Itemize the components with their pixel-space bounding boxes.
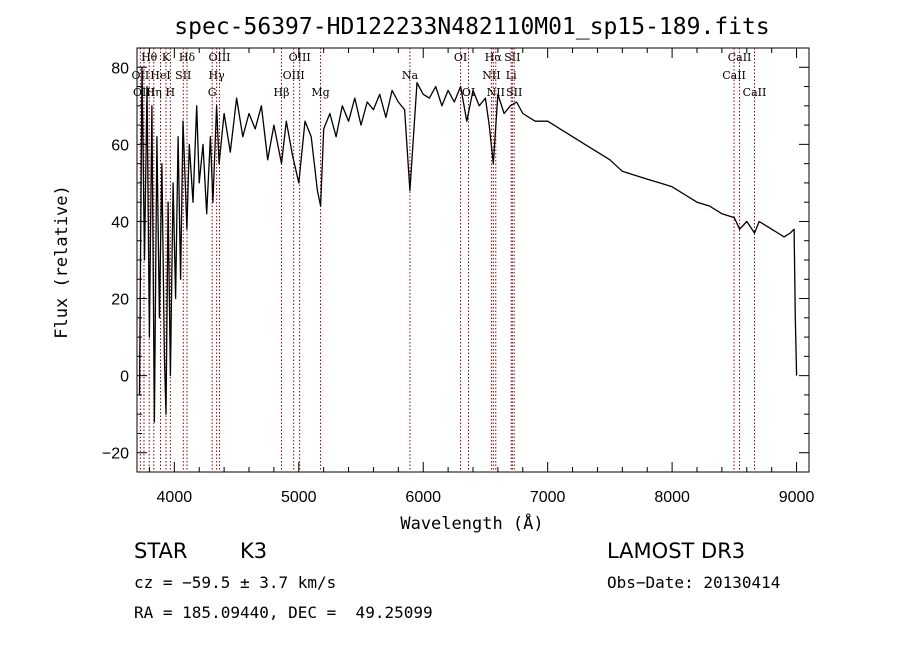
line-marker-label: Hβ bbox=[274, 86, 290, 99]
line-marker-label: OIII bbox=[283, 69, 305, 82]
x-tick-label: 7000 bbox=[530, 489, 566, 506]
line-marker-label: Na bbox=[402, 69, 419, 82]
survey-name: LAMOST DR3 bbox=[607, 539, 746, 563]
y-tick-label: 60 bbox=[111, 137, 129, 154]
x-tick-label: 5000 bbox=[281, 489, 317, 506]
axes: 4000 5000 6000 7000 8000 9000 −20 0 20 40 60 80 bbox=[102, 47, 815, 506]
redshift-info: cz = −59.5 ± 3.7 km/s bbox=[134, 573, 337, 592]
x-tick-label: 6000 bbox=[405, 489, 441, 506]
line-marker-label: Hγ bbox=[209, 69, 226, 82]
line-marker-label: OIII bbox=[289, 51, 311, 64]
line-marker-label: NII bbox=[487, 86, 505, 99]
line-marker-label: CaII bbox=[728, 51, 752, 64]
line-marker-label: H bbox=[166, 86, 176, 99]
line-marker-label: G bbox=[208, 86, 217, 99]
line-marker-label: OII bbox=[132, 69, 150, 82]
y-tick-label: −20 bbox=[102, 446, 129, 463]
y-tick-label: 40 bbox=[111, 214, 129, 231]
emission-line-markers: Hθ OII OIII K HeI Hη Hδ SII H OIII Hγ G OIII OIII Hβ Mg… bbox=[132, 48, 767, 472]
object-subclass: K3 bbox=[240, 539, 268, 563]
coordinates: RA = 185.09440, DEC = 49.25099 bbox=[134, 603, 433, 622]
line-marker-label: Mg bbox=[311, 86, 329, 99]
chart-title: spec-56397-HD122233N482110M01_sp15-189.f… bbox=[174, 14, 769, 40]
x-tick-label: 8000 bbox=[654, 489, 690, 506]
line-marker-label: OI bbox=[454, 51, 467, 64]
line-marker-label: SII bbox=[175, 69, 191, 82]
spectrum-series bbox=[138, 66, 798, 423]
line-marker-label: CaII bbox=[743, 86, 767, 99]
x-axis-label: Wavelength (Å) bbox=[400, 512, 543, 534]
y-tick-label: 80 bbox=[111, 60, 129, 77]
line-marker-label: SII bbox=[504, 51, 520, 64]
y-tick-label: 20 bbox=[111, 292, 129, 309]
line-marker-label: OIII bbox=[133, 86, 155, 99]
x-tick-label: 4000 bbox=[157, 489, 193, 506]
line-marker-label: OIII bbox=[208, 51, 230, 64]
line-marker-label: SII bbox=[506, 86, 522, 99]
line-marker-label: HeI bbox=[150, 69, 170, 82]
line-marker-label: Li bbox=[506, 69, 517, 82]
y-tick-label: 0 bbox=[120, 369, 129, 386]
spectrum-line bbox=[138, 66, 798, 423]
x-tick-label: 9000 bbox=[779, 489, 815, 506]
line-marker-label: CaII bbox=[722, 69, 746, 82]
line-marker-label: Hη bbox=[146, 86, 162, 99]
line-marker-label: Hδ bbox=[179, 51, 196, 64]
line-marker-label: Hα bbox=[485, 51, 503, 64]
line-marker-label: K bbox=[162, 51, 171, 64]
plot-frame bbox=[136, 47, 810, 473]
line-marker-label: NII bbox=[482, 69, 500, 82]
line-marker-label: Hθ bbox=[141, 51, 158, 64]
obs-date: Obs−Date: 20130414 bbox=[607, 573, 781, 592]
object-class: STAR bbox=[134, 539, 188, 563]
y-axis-label: Flux (relative) bbox=[52, 185, 72, 339]
